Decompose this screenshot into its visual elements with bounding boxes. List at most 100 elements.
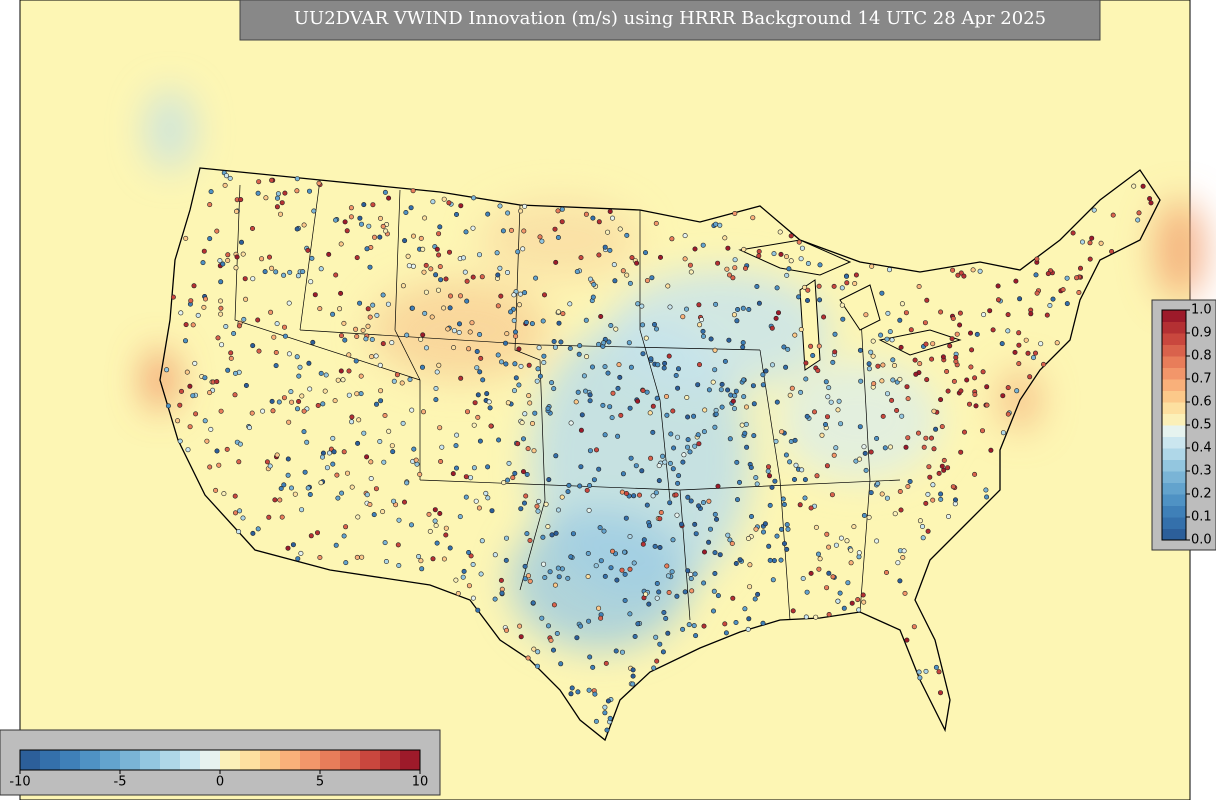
station <box>567 301 573 307</box>
station <box>250 226 256 232</box>
station <box>521 228 527 234</box>
station <box>399 380 405 386</box>
station <box>447 305 453 311</box>
station <box>868 490 874 496</box>
station <box>916 669 922 675</box>
station <box>829 492 835 498</box>
station <box>826 570 832 576</box>
station <box>651 321 657 327</box>
colorbar-segment <box>60 750 81 770</box>
station <box>587 398 593 404</box>
station <box>305 247 311 253</box>
station <box>833 542 839 548</box>
station <box>471 422 477 428</box>
station <box>333 272 339 278</box>
station <box>673 372 679 378</box>
station <box>747 562 753 568</box>
station <box>298 550 304 556</box>
station <box>950 484 956 490</box>
station <box>222 182 228 188</box>
station <box>627 280 633 286</box>
station <box>192 360 198 366</box>
station <box>674 512 680 518</box>
station <box>218 279 224 285</box>
station <box>539 615 545 621</box>
station <box>732 211 738 217</box>
station <box>511 388 517 394</box>
station <box>939 424 945 430</box>
station <box>349 419 355 425</box>
station <box>568 691 574 697</box>
station <box>596 341 602 347</box>
station <box>524 471 530 477</box>
colorbar-tick-label: 5 <box>316 775 324 790</box>
station <box>349 484 355 490</box>
station <box>269 398 275 404</box>
station <box>273 363 279 369</box>
station <box>663 393 669 399</box>
station <box>743 421 749 427</box>
station <box>338 333 344 339</box>
station <box>682 256 688 262</box>
station <box>349 414 355 420</box>
station <box>498 293 504 299</box>
station <box>916 283 922 289</box>
station <box>894 407 900 413</box>
station <box>436 252 442 258</box>
station <box>470 595 476 601</box>
station <box>904 637 910 643</box>
station <box>281 482 287 488</box>
station <box>464 409 470 415</box>
station <box>543 501 549 507</box>
station <box>750 215 756 221</box>
station <box>833 445 839 451</box>
station <box>380 223 386 229</box>
station <box>470 225 476 231</box>
station <box>483 490 489 496</box>
station <box>191 283 197 289</box>
station <box>654 395 660 401</box>
station <box>610 390 616 396</box>
station <box>824 463 830 469</box>
station <box>430 199 436 205</box>
station <box>499 590 505 596</box>
station <box>365 323 371 329</box>
station <box>682 233 688 239</box>
colorbar-segment <box>180 750 201 770</box>
station <box>766 473 772 479</box>
station <box>423 262 429 268</box>
station <box>406 263 412 269</box>
station <box>931 408 937 414</box>
station <box>607 247 613 253</box>
station <box>887 444 893 450</box>
station <box>277 211 283 217</box>
station <box>302 469 308 475</box>
station <box>651 665 657 671</box>
station <box>981 312 987 318</box>
station <box>831 283 837 289</box>
station <box>498 577 504 583</box>
station <box>390 449 396 455</box>
station <box>950 267 956 273</box>
station <box>487 405 493 411</box>
station <box>1017 296 1023 302</box>
station <box>688 498 694 504</box>
station <box>751 401 757 407</box>
station <box>882 445 888 451</box>
station <box>353 358 359 364</box>
station <box>527 537 533 543</box>
station <box>713 516 719 522</box>
station <box>722 621 728 627</box>
station <box>884 336 890 342</box>
station <box>839 285 845 291</box>
station <box>712 347 718 353</box>
station <box>326 450 332 456</box>
station <box>741 394 747 400</box>
station <box>536 345 542 351</box>
station <box>792 437 798 443</box>
station <box>184 369 190 375</box>
station <box>631 493 637 499</box>
station <box>908 327 914 333</box>
station <box>597 525 603 531</box>
station <box>799 467 805 473</box>
